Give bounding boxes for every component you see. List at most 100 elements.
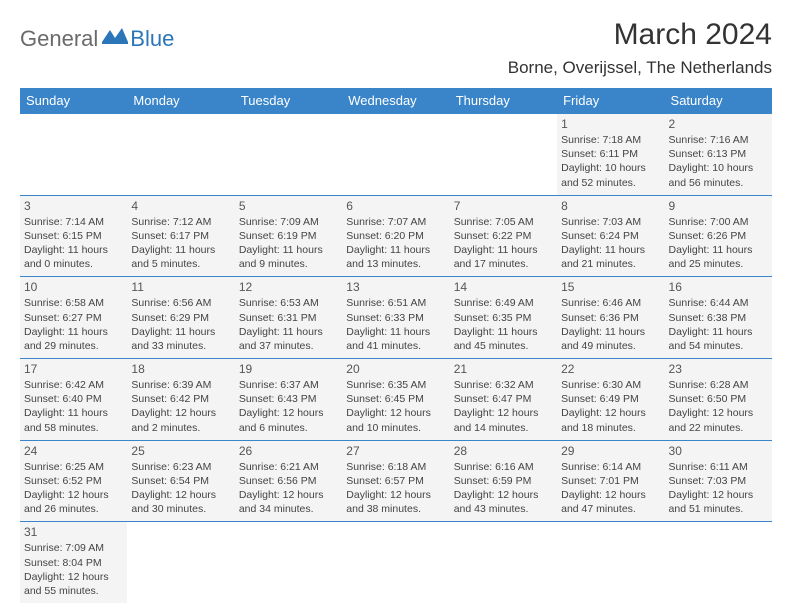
calendar-row: 10Sunrise: 6:58 AMSunset: 6:27 PMDayligh… [20,277,772,359]
calendar-cell: 23 Sunrise: 6:28 AMSunset: 6:50 PMDayligh… [665,359,772,441]
day-number: 27 [346,444,445,458]
calendar-row: 3Sunrise: 7:14 AMSunset: 6:15 PMDaylight… [20,195,772,277]
calendar-table: Sunday Monday Tuesday Wednesday Thursday… [20,88,772,603]
calendar-cell [127,114,234,196]
day-info: Sunrise: 6:32 AMSunset: 6:47 PMDaylight:… [454,378,553,435]
day-info: Sunrise: 6:16 AMSunset: 6:59 PMDaylight:… [454,460,553,517]
day-number: 16 [669,280,768,294]
day-info: Sunrise: 6:39 AMSunset: 6:42 PMDaylight:… [131,378,230,435]
header: General Blue March 2024 Borne, Overijsse… [20,18,772,78]
day-info: Sunrise: 6:25 AMSunset: 6:52 PMDaylight:… [24,460,123,517]
day-number: 5 [239,199,338,213]
day-info: Sunrise: 6:58 AMSunset: 6:27 PMDaylight:… [24,296,123,353]
day-number: 17 [24,362,123,376]
day-number: 18 [131,362,230,376]
day-info: Sunrise: 6:53 AMSunset: 6:31 PMDaylight:… [239,296,338,353]
calendar-cell: 21 Sunrise: 6:32 AMSunset: 6:47 PMDayligh… [450,359,557,441]
day-info: Sunrise: 6:42 AMSunset: 6:40 PMDaylight:… [24,378,123,435]
calendar-cell: 27 Sunrise: 6:18 AMSunset: 6:57 PMDayligh… [342,440,449,522]
calendar-cell [127,522,234,603]
calendar-cell: 3Sunrise: 7:14 AMSunset: 6:15 PMDaylight… [20,195,127,277]
calendar-cell: 12 Sunrise: 6:53 AMSunset: 6:31 PMDayligh… [235,277,342,359]
month-title: March 2024 [508,18,772,52]
day-info: Sunrise: 7:09 AMSunset: 8:04 PMDaylight:… [24,541,123,598]
day-info: Sunrise: 7:03 AMSunset: 6:24 PMDaylight:… [561,215,660,272]
weekday-header: Monday [127,88,234,114]
weekday-header: Sunday [20,88,127,114]
day-number: 31 [24,525,123,539]
weekday-header-row: Sunday Monday Tuesday Wednesday Thursday… [20,88,772,114]
day-info: Sunrise: 7:12 AMSunset: 6:17 PMDaylight:… [131,215,230,272]
day-number: 1 [561,117,660,131]
day-number: 22 [561,362,660,376]
calendar-cell [557,522,664,603]
day-info: Sunrise: 7:16 AMSunset: 6:13 PMDaylight:… [669,133,768,190]
calendar-cell [342,522,449,603]
weekday-header: Wednesday [342,88,449,114]
calendar-cell: 7Sunrise: 7:05 AMSunset: 6:22 PMDaylight… [450,195,557,277]
day-info: Sunrise: 6:37 AMSunset: 6:43 PMDaylight:… [239,378,338,435]
calendar-cell: 5 Sunrise: 7:09 AMSunset: 6:19 PMDaylight… [235,195,342,277]
day-number: 11 [131,280,230,294]
day-info: Sunrise: 6:11 AMSunset: 7:03 PMDaylight:… [669,460,768,517]
flag-icon [102,28,128,51]
calendar-cell: 18 Sunrise: 6:39 AMSunset: 6:42 PMDayligh… [127,359,234,441]
day-info: Sunrise: 6:51 AMSunset: 6:33 PMDaylight:… [346,296,445,353]
calendar-cell: 31 Sunrise: 7:09 AMSunset: 8:04 PMDayligh… [20,522,127,603]
day-info: Sunrise: 6:28 AMSunset: 6:50 PMDaylight:… [669,378,768,435]
calendar-cell: 14Sunrise: 6:49 AMSunset: 6:35 PMDayligh… [450,277,557,359]
day-number: 12 [239,280,338,294]
day-number: 13 [346,280,445,294]
calendar-cell: 22 Sunrise: 6:30 AMSunset: 6:49 PMDayligh… [557,359,664,441]
calendar-cell [665,522,772,603]
weekday-header: Tuesday [235,88,342,114]
calendar-cell: 4Sunrise: 7:12 AMSunset: 6:17 PMDaylight… [127,195,234,277]
day-info: Sunrise: 6:18 AMSunset: 6:57 PMDaylight:… [346,460,445,517]
location: Borne, Overijssel, The Netherlands [508,58,772,78]
calendar-cell: 15Sunrise: 6:46 AMSunset: 6:36 PMDayligh… [557,277,664,359]
calendar-cell: 30 Sunrise: 6:11 AMSunset: 7:03 PMDayligh… [665,440,772,522]
weekday-header: Saturday [665,88,772,114]
day-number: 9 [669,199,768,213]
calendar-cell: 6 Sunrise: 7:07 AMSunset: 6:20 PMDaylight… [342,195,449,277]
calendar-cell: 1Sunrise: 7:18 AMSunset: 6:11 PMDaylight… [557,114,664,196]
calendar-cell: 25Sunrise: 6:23 AMSunset: 6:54 PMDayligh… [127,440,234,522]
day-info: Sunrise: 6:21 AMSunset: 6:56 PMDaylight:… [239,460,338,517]
calendar-cell: 9 Sunrise: 7:00 AMSunset: 6:26 PMDaylight… [665,195,772,277]
calendar-cell: 24Sunrise: 6:25 AMSunset: 6:52 PMDayligh… [20,440,127,522]
calendar-row: 1Sunrise: 7:18 AMSunset: 6:11 PMDaylight… [20,114,772,196]
day-number: 6 [346,199,445,213]
calendar-cell: 13 Sunrise: 6:51 AMSunset: 6:33 PMDayligh… [342,277,449,359]
day-number: 19 [239,362,338,376]
calendar-cell: 28Sunrise: 6:16 AMSunset: 6:59 PMDayligh… [450,440,557,522]
day-info: Sunrise: 6:35 AMSunset: 6:45 PMDaylight:… [346,378,445,435]
day-info: Sunrise: 6:23 AMSunset: 6:54 PMDaylight:… [131,460,230,517]
calendar-cell [235,114,342,196]
day-info: Sunrise: 6:56 AMSunset: 6:29 PMDaylight:… [131,296,230,353]
day-info: Sunrise: 6:46 AMSunset: 6:36 PMDaylight:… [561,296,660,353]
calendar-row: 24Sunrise: 6:25 AMSunset: 6:52 PMDayligh… [20,440,772,522]
calendar-row: 31 Sunrise: 7:09 AMSunset: 8:04 PMDayligh… [20,522,772,603]
calendar-cell: 11 Sunrise: 6:56 AMSunset: 6:29 PMDayligh… [127,277,234,359]
calendar-cell [342,114,449,196]
day-number: 2 [669,117,768,131]
day-number: 3 [24,199,123,213]
logo-text-general: General [20,26,98,52]
calendar-cell: 10Sunrise: 6:58 AMSunset: 6:27 PMDayligh… [20,277,127,359]
day-info: Sunrise: 7:00 AMSunset: 6:26 PMDaylight:… [669,215,768,272]
day-number: 8 [561,199,660,213]
calendar-cell: 20Sunrise: 6:35 AMSunset: 6:45 PMDayligh… [342,359,449,441]
day-number: 26 [239,444,338,458]
day-number: 30 [669,444,768,458]
day-info: Sunrise: 6:44 AMSunset: 6:38 PMDaylight:… [669,296,768,353]
day-info: Sunrise: 6:30 AMSunset: 6:49 PMDaylight:… [561,378,660,435]
day-number: 23 [669,362,768,376]
calendar-cell: 16 Sunrise: 6:44 AMSunset: 6:38 PMDayligh… [665,277,772,359]
calendar-cell: 29 Sunrise: 6:14 AMSunset: 7:01 PMDayligh… [557,440,664,522]
day-info: Sunrise: 7:09 AMSunset: 6:19 PMDaylight:… [239,215,338,272]
day-number: 29 [561,444,660,458]
day-number: 21 [454,362,553,376]
calendar-cell: 26 Sunrise: 6:21 AMSunset: 6:56 PMDayligh… [235,440,342,522]
day-info: Sunrise: 6:14 AMSunset: 7:01 PMDaylight:… [561,460,660,517]
day-info: Sunrise: 7:07 AMSunset: 6:20 PMDaylight:… [346,215,445,272]
